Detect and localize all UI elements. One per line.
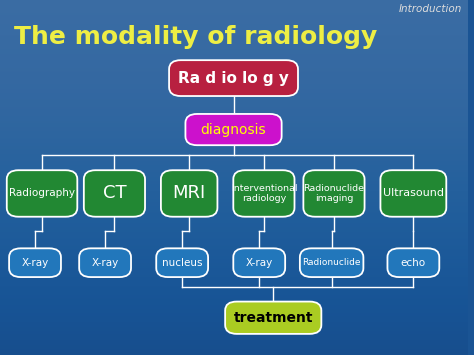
FancyBboxPatch shape bbox=[233, 248, 285, 277]
Text: X-ray: X-ray bbox=[246, 258, 273, 268]
FancyBboxPatch shape bbox=[185, 114, 282, 145]
Text: Introduction: Introduction bbox=[399, 4, 463, 13]
Text: Ultrasound: Ultrasound bbox=[383, 189, 444, 198]
FancyBboxPatch shape bbox=[9, 248, 61, 277]
Text: CT: CT bbox=[103, 185, 126, 202]
Text: X-ray: X-ray bbox=[91, 258, 118, 268]
FancyBboxPatch shape bbox=[233, 170, 294, 217]
Text: echo: echo bbox=[401, 258, 426, 268]
Text: The modality of radiology: The modality of radiology bbox=[14, 25, 377, 49]
FancyBboxPatch shape bbox=[381, 170, 447, 217]
FancyBboxPatch shape bbox=[169, 60, 298, 96]
Text: MRI: MRI bbox=[173, 185, 206, 202]
FancyBboxPatch shape bbox=[387, 248, 439, 277]
FancyBboxPatch shape bbox=[84, 170, 145, 217]
FancyBboxPatch shape bbox=[300, 248, 364, 277]
FancyBboxPatch shape bbox=[303, 170, 365, 217]
Text: treatment: treatment bbox=[234, 311, 313, 325]
FancyBboxPatch shape bbox=[225, 302, 321, 334]
Text: Ra d io lo g y: Ra d io lo g y bbox=[178, 71, 289, 86]
FancyBboxPatch shape bbox=[156, 248, 208, 277]
Text: X-ray: X-ray bbox=[21, 258, 49, 268]
Text: diagnosis: diagnosis bbox=[201, 122, 266, 137]
Text: nucleus: nucleus bbox=[162, 258, 202, 268]
Text: Interventional
radiology: Interventional radiology bbox=[231, 184, 297, 203]
Text: Radionuclide: Radionuclide bbox=[302, 258, 361, 267]
Text: Radionuclide
imaging: Radionuclide imaging bbox=[303, 184, 365, 203]
FancyBboxPatch shape bbox=[7, 170, 77, 217]
Text: Radiography: Radiography bbox=[9, 189, 75, 198]
FancyBboxPatch shape bbox=[161, 170, 218, 217]
FancyBboxPatch shape bbox=[79, 248, 131, 277]
